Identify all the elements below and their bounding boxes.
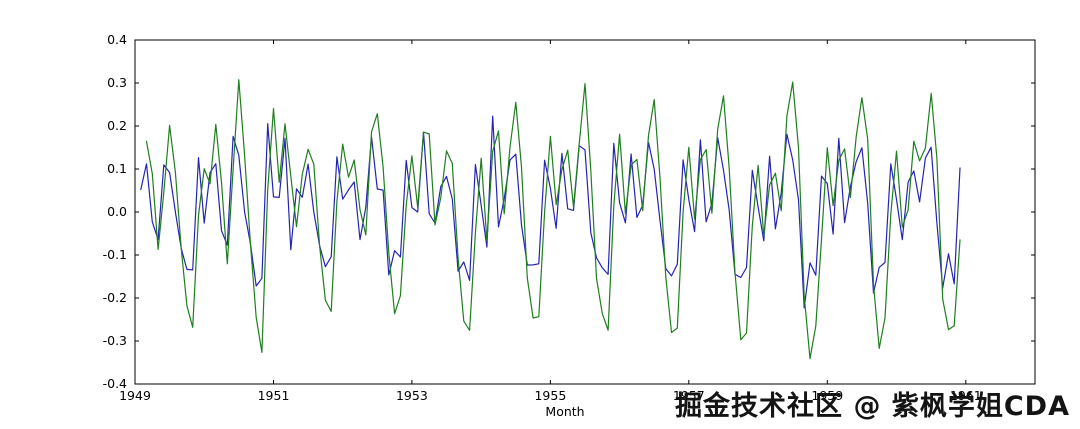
- series-line-blue-lag1-log-diff: [140, 115, 961, 309]
- x-tick-label: 1951: [258, 388, 290, 403]
- y-tick-label: -0.2: [103, 290, 127, 305]
- watermark-text: 掘金技术社区 @ 紫枫学姐CDA: [675, 391, 1070, 422]
- x-tick-label: 1949: [119, 388, 151, 403]
- y-tick-label: -0.4: [103, 376, 127, 391]
- y-tick-label: 0.3: [107, 75, 127, 90]
- y-tick-label: -0.3: [103, 333, 127, 348]
- x-tick-label: 1953: [396, 388, 428, 403]
- x-tick-label: 1959: [811, 388, 843, 403]
- y-tick-label: 0.2: [107, 118, 127, 133]
- y-tick-label: 0.4: [107, 32, 127, 47]
- y-tick-label: -0.1: [103, 247, 127, 262]
- x-tick-label: 1955: [534, 388, 566, 403]
- y-tick-label: 0.0: [107, 204, 127, 219]
- x-tick-label: 1957: [673, 388, 705, 403]
- x-tick-label: 1961: [950, 388, 982, 403]
- series-line-green-lag2-log-diff: [145, 79, 961, 360]
- x-axis-label: Month: [545, 404, 585, 419]
- y-tick-label: 0.1: [107, 161, 127, 176]
